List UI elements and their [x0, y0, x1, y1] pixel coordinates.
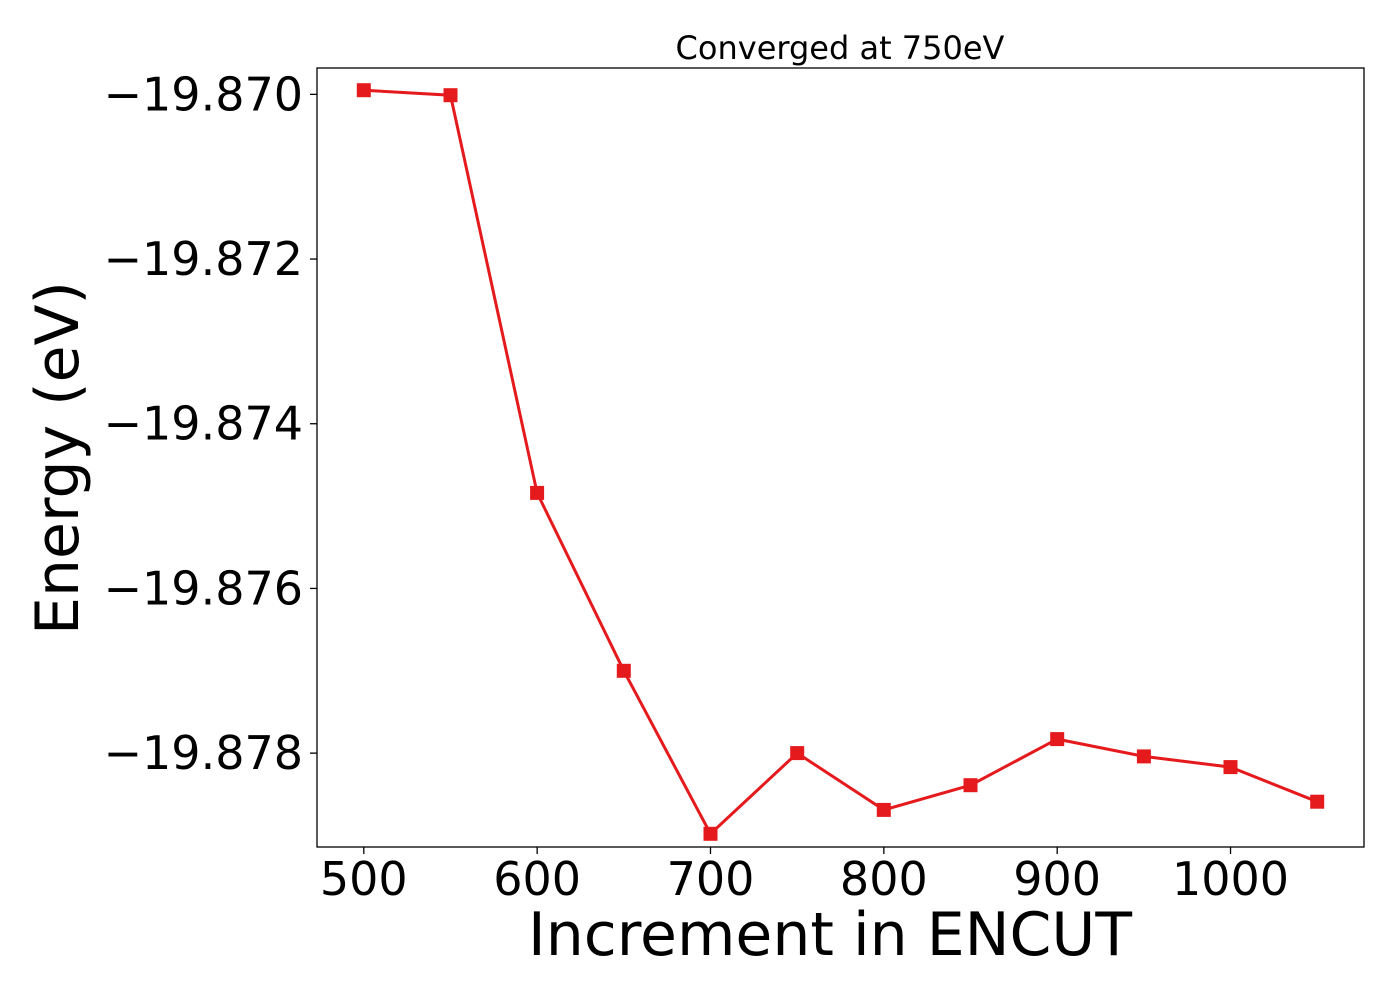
- y-axis-label: Energy (eV): [23, 281, 93, 635]
- y-tick-label: −19.870: [104, 67, 304, 121]
- x-axis: 500 600 700 800 900 1000: [320, 847, 1289, 906]
- x-tick-label: 1000: [1172, 852, 1289, 906]
- x-tick-label: 800: [840, 852, 928, 906]
- data-point: [876, 802, 891, 817]
- data-point: [443, 88, 458, 103]
- x-axis-label: Increment in ENCUT: [528, 900, 1132, 970]
- data-point: [356, 83, 371, 98]
- x-tick-label: 700: [667, 852, 755, 906]
- y-tick-label: −19.876: [104, 561, 304, 615]
- data-point: [1136, 749, 1151, 764]
- data-point: [790, 746, 805, 761]
- x-tick-label: 600: [493, 852, 581, 906]
- series-line: [363, 88, 1318, 837]
- plot-frame: [316, 67, 1365, 848]
- data-point: [1310, 794, 1325, 809]
- y-tick-label: −19.878: [104, 726, 304, 780]
- data-point: [1050, 732, 1065, 747]
- data-point: [530, 485, 545, 500]
- y-tick-label: −19.872: [104, 232, 304, 286]
- x-tick-label: 500: [320, 852, 408, 906]
- x-tick-label: 900: [1013, 852, 1101, 906]
- chart-title: Converged at 750eV: [676, 29, 1005, 67]
- y-axis: −19.870 −19.872 −19.874 −19.876 −19.878: [104, 67, 317, 780]
- data-point: [616, 663, 631, 678]
- plot-area: [316, 67, 1365, 848]
- data-point: [1223, 760, 1238, 775]
- data-point: [703, 826, 718, 841]
- data-point: [963, 778, 978, 793]
- y-tick-label: −19.874: [104, 397, 304, 451]
